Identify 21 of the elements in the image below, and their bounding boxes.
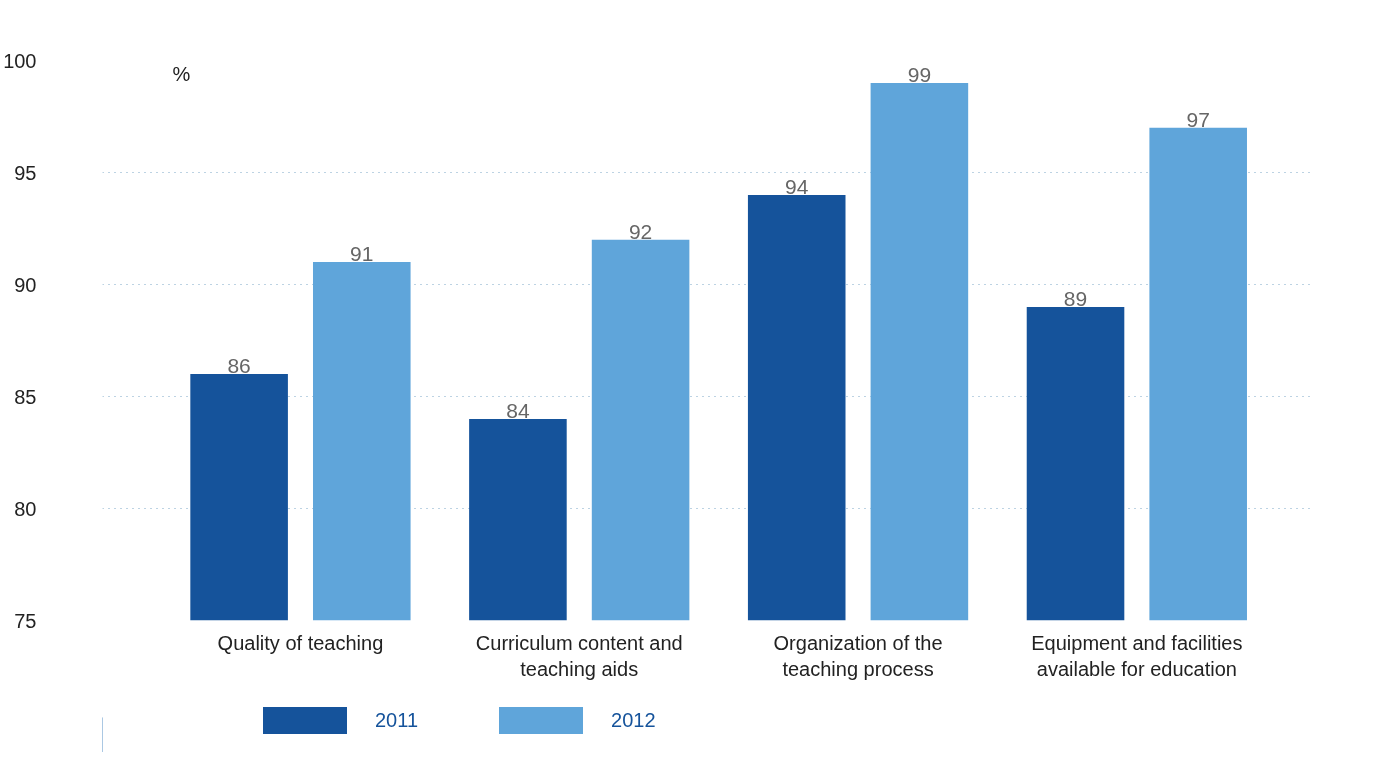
data-label: 89 — [1063, 286, 1088, 310]
data-label: 97 — [1186, 107, 1210, 131]
y-tick-label: 80 — [14, 497, 37, 520]
data-label: 94 — [785, 174, 809, 198]
y-tick-label: 75 — [14, 609, 37, 632]
x-tick-label: Organization of the teaching process — [773, 631, 943, 680]
legend-label: 2011 — [375, 708, 419, 732]
legend-label: 2012 — [611, 708, 656, 732]
x-tick-label: Equipment and facilities available for education — [1031, 631, 1243, 680]
data-label: 86 — [227, 354, 251, 378]
y-axis-title: % — [172, 62, 191, 85]
y-tick-label: 85 — [14, 385, 37, 408]
y-tick-label: 90 — [14, 273, 37, 296]
data-label: 91 — [350, 242, 374, 266]
x-tick-label: Quality of teaching — [217, 631, 384, 654]
data-label: 84 — [506, 398, 530, 422]
data-label: 92 — [628, 219, 653, 243]
data-label: 99 — [907, 62, 932, 86]
y-tick-label: 95 — [14, 161, 37, 184]
x-tick-label: Curriculum content and teaching aids — [475, 631, 683, 680]
y-tick-label: 100 — [3, 49, 37, 72]
